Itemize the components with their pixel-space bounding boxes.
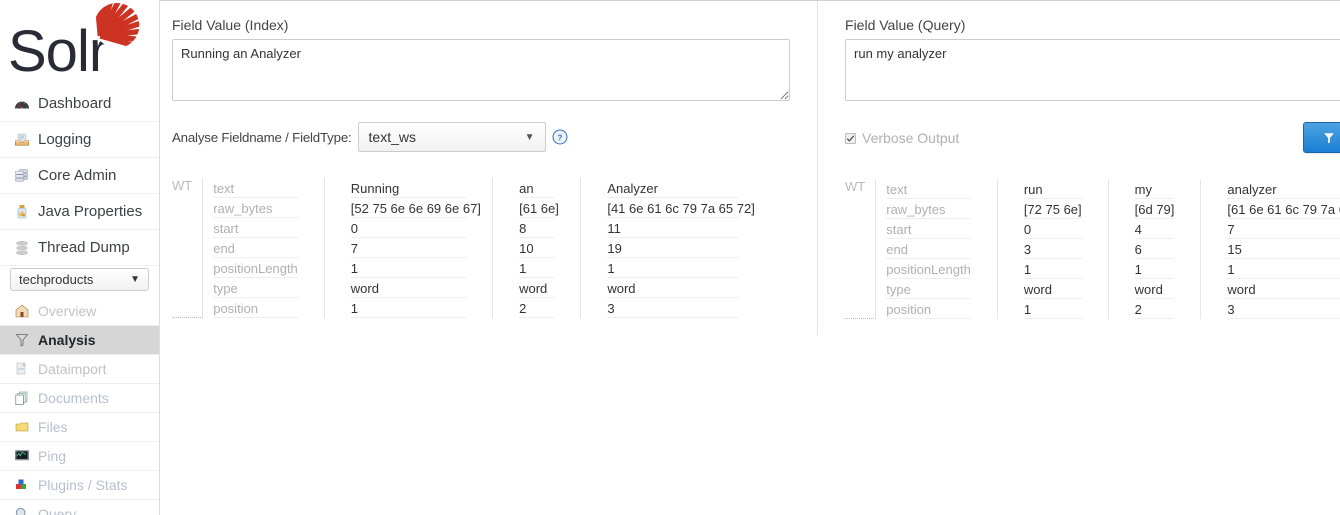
- svg-text:?: ?: [557, 134, 562, 143]
- svg-text:Solr: Solr: [8, 19, 108, 80]
